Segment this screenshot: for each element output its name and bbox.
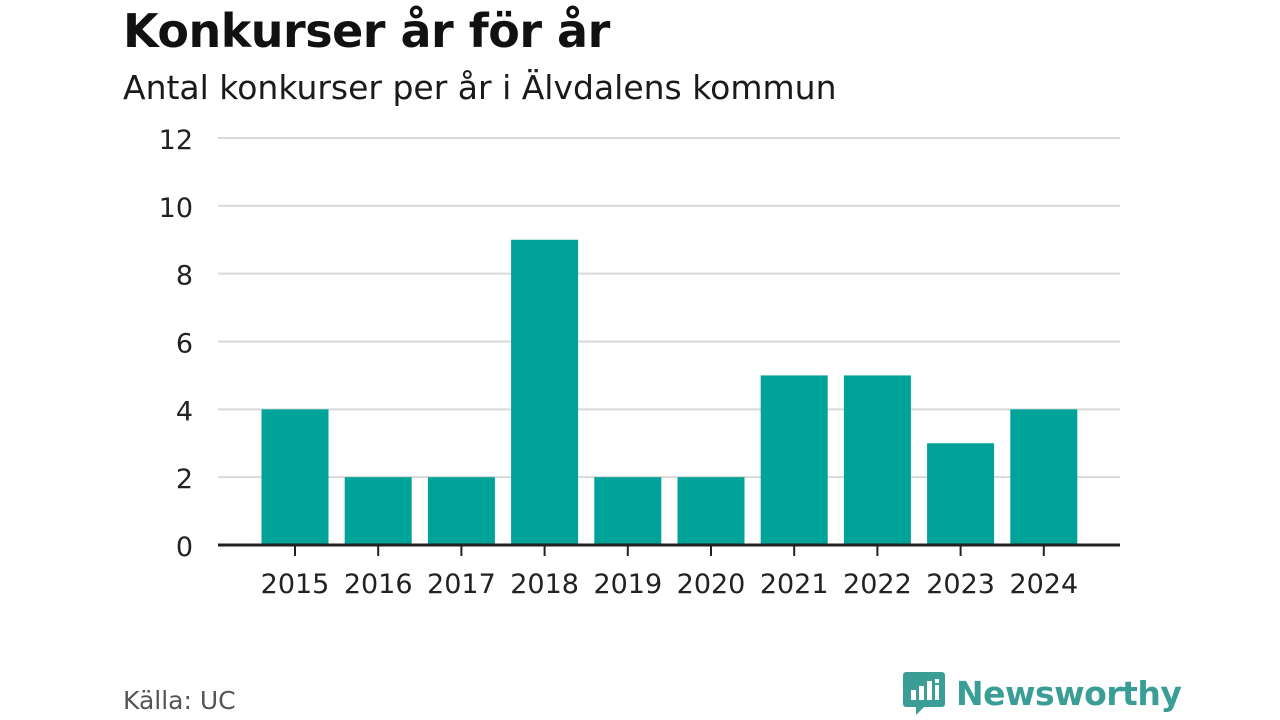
chart-subtitle: Antal konkurser per år i Älvdalens kommu… [123, 68, 837, 107]
y-axis-ticks: 0 2 4 6 8 10 12 [159, 125, 193, 563]
y-tick-label: 2 [176, 464, 193, 495]
x-tick-label: 2017 [427, 569, 496, 600]
bar-2018 [511, 239, 579, 545]
x-tick-label: 2016 [344, 569, 413, 600]
x-axis-ticks: 2015 2016 2017 2018 2019 2020 2021 2022 2023 2024 [261, 545, 1078, 600]
bar-2020 [677, 477, 745, 545]
bars [261, 239, 1078, 545]
x-tick-label: 2024 [1009, 569, 1078, 600]
bar-2016 [344, 477, 412, 545]
x-tick-label: 2018 [510, 569, 579, 600]
gridlines [218, 137, 1120, 479]
y-tick-label: 12 [159, 125, 193, 156]
y-tick-label: 10 [159, 193, 193, 224]
y-tick-label: 0 [176, 532, 193, 563]
chart-title: Konkurser år för år [123, 4, 610, 58]
y-tick-label: 8 [176, 261, 193, 292]
bar-2024 [1010, 409, 1078, 545]
x-tick-label: 2023 [926, 569, 995, 600]
x-tick-label: 2021 [760, 569, 829, 600]
x-tick-label: 2022 [843, 569, 912, 600]
brand-name: Newsworthy [956, 673, 1182, 713]
y-tick-label: 6 [176, 329, 193, 360]
y-tick-label: 4 [176, 396, 193, 427]
bar-2021 [760, 375, 828, 545]
x-tick-label: 2019 [593, 569, 662, 600]
bar-2022 [843, 375, 911, 545]
bar-2017 [427, 477, 495, 545]
bar-2019 [594, 477, 662, 545]
bar-chart-speech-bubble-icon [903, 672, 945, 715]
bar-2015 [261, 409, 329, 545]
brand-logo: Newsworthy [902, 670, 1182, 716]
source-note: Källa: UC [123, 686, 236, 715]
x-tick-label: 2015 [261, 569, 330, 600]
bar-2023 [927, 443, 995, 545]
x-tick-label: 2020 [677, 569, 746, 600]
